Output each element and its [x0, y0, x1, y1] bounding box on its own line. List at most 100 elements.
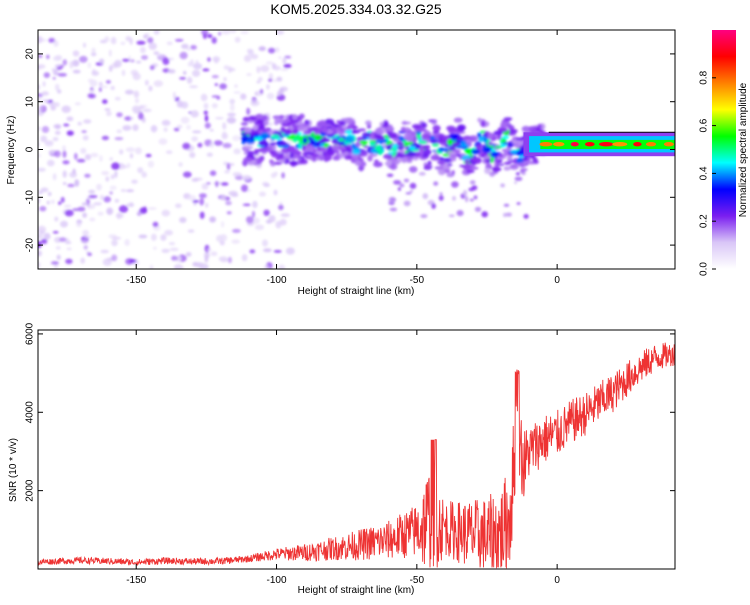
noise-blob [266, 92, 275, 100]
signal-blob [297, 126, 307, 132]
noise-blob [82, 229, 89, 236]
signal-blob [435, 140, 444, 144]
signal-blob [438, 195, 444, 201]
noise-blob [80, 147, 87, 154]
noise-blob [104, 108, 111, 111]
signal-blob [243, 157, 254, 162]
signal-blob [463, 189, 468, 197]
signal-blob [431, 203, 436, 210]
signal-blob [501, 148, 508, 152]
noise-blob [106, 110, 112, 117]
noise-blob [118, 205, 129, 213]
signal-blob [505, 212, 512, 217]
signal-blob [299, 159, 308, 165]
noise-blob [89, 79, 98, 87]
signal-blob [523, 214, 529, 219]
noise-blob [221, 221, 225, 228]
noise-blob [189, 152, 196, 158]
noise-blob [100, 249, 109, 254]
signal-blob [418, 140, 428, 145]
noise-blob [263, 264, 270, 269]
noise-blob [209, 170, 217, 176]
noise-blob [99, 39, 107, 44]
signal-blob [252, 124, 258, 131]
noise-blob [246, 73, 252, 76]
noise-blob [207, 57, 211, 62]
signal-blob [534, 160, 539, 164]
signal-blob [386, 173, 394, 177]
noise-blob [103, 196, 111, 203]
signal-blob [397, 187, 401, 191]
noise-blob [145, 33, 150, 37]
noise-blob [124, 239, 130, 246]
noise-blob [62, 160, 70, 165]
noise-blob [51, 261, 59, 265]
noise-blob [69, 61, 74, 69]
noise-blob [99, 155, 103, 162]
noise-blob [158, 138, 168, 145]
noise-blob [222, 131, 227, 139]
noise-blob [229, 163, 235, 166]
noise-blob [265, 219, 272, 224]
signal-blob [355, 137, 365, 141]
noise-blob [66, 241, 72, 244]
noise-blob [275, 30, 285, 35]
noise-blob [285, 247, 295, 255]
noise-blob [97, 211, 104, 216]
signal-blob [432, 130, 440, 134]
signal-blob [291, 138, 298, 143]
noise-blob [38, 167, 46, 172]
figure-title: KOM5.2025.334.03.32.G25 [270, 1, 441, 17]
noise-blob [231, 239, 240, 244]
signal-blob [374, 144, 382, 152]
signal-blob [377, 135, 385, 140]
signal-blob [447, 150, 456, 156]
noise-blob [125, 147, 135, 153]
noise-blob [87, 62, 92, 69]
signal-blob [514, 176, 523, 181]
noise-blob [250, 100, 260, 107]
signal-blob [501, 135, 510, 140]
signal-blob [302, 137, 308, 144]
noise-blob [175, 266, 185, 269]
signal-blob [351, 126, 359, 130]
noise-blob [60, 220, 68, 228]
noise-blob [248, 49, 254, 57]
signal-blob [274, 161, 283, 165]
signal-blob [446, 172, 455, 178]
noise-blob [72, 59, 80, 67]
signal-blob [255, 113, 264, 121]
noise-blob [223, 77, 227, 82]
noise-blob [92, 69, 96, 74]
noise-blob [132, 124, 139, 131]
noise-blob [60, 196, 65, 203]
noise-blob [204, 122, 211, 129]
signal-blob [471, 185, 478, 191]
noise-blob [136, 40, 146, 45]
noise-blob [38, 112, 44, 115]
signal-blob [488, 141, 493, 146]
noise-blob [190, 45, 197, 50]
noise-blob [62, 150, 67, 158]
x-tick-label: -100 [267, 575, 287, 586]
band-peak [585, 142, 595, 147]
noise-blob [99, 58, 105, 64]
noise-blob [246, 216, 254, 224]
signal-blob [387, 132, 398, 139]
snr-plot: -150 -100 -50 0 2000 4000 6000 Height of stra… [8, 322, 676, 596]
signal-blob [504, 118, 509, 122]
noise-blob [52, 137, 59, 142]
noise-blob [72, 168, 76, 175]
noise-blob [74, 102, 81, 106]
noise-blob [193, 62, 203, 70]
signal-blob [481, 146, 492, 153]
noise-blob [99, 194, 105, 200]
noise-blob [38, 126, 41, 131]
noise-blob [87, 93, 94, 99]
spectrogram-y-ticks: -20 -10 0 10 20 [25, 48, 675, 252]
noise-blob [52, 69, 58, 73]
noise-blob [207, 34, 213, 38]
noise-blob [183, 70, 187, 75]
noise-blob [213, 140, 223, 146]
noise-blob [202, 33, 207, 40]
